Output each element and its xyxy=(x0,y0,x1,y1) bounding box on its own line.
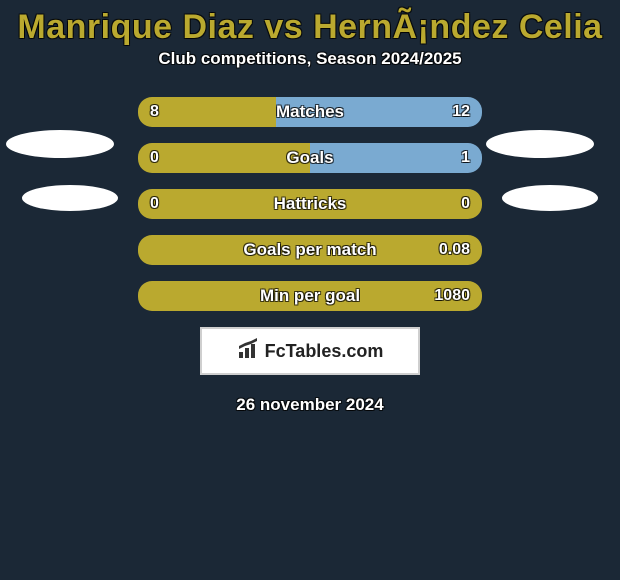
stat-value-left: 0 xyxy=(150,189,159,219)
stat-label: Matches xyxy=(138,97,482,127)
stat-row: Goals0 1 xyxy=(138,143,482,173)
stat-value-right: 0.08 xyxy=(439,235,470,265)
decor-ellipse xyxy=(486,130,594,158)
stat-row: Hattricks0 0 xyxy=(138,189,482,219)
stat-row: Goals per match0.08 xyxy=(138,235,482,265)
page-title: Manrique Diaz vs HernÃ¡ndez Celia xyxy=(0,8,620,47)
stat-label: Hattricks xyxy=(138,189,482,219)
stat-value-left: 8 xyxy=(150,97,159,127)
decor-ellipse xyxy=(6,130,114,158)
decor-ellipse xyxy=(22,185,118,211)
stat-label: Goals per match xyxy=(138,235,482,265)
brand-text: FcTables.com xyxy=(265,341,384,362)
stat-value-right: 1080 xyxy=(434,281,470,311)
date-line: 26 november 2024 xyxy=(0,395,620,415)
decor-ellipse xyxy=(502,185,598,211)
stat-label: Min per goal xyxy=(138,281,482,311)
stat-value-right: 12 xyxy=(452,97,470,127)
stat-value-right: 1 xyxy=(461,143,470,173)
stat-value-right: 0 xyxy=(461,189,470,219)
stat-row: Min per goal1080 xyxy=(138,281,482,311)
bar-chart-icon xyxy=(237,338,261,365)
brand-box: FcTables.com xyxy=(200,327,420,375)
stat-value-left: 0 xyxy=(150,143,159,173)
page-subtitle: Club competitions, Season 2024/2025 xyxy=(0,49,620,69)
stat-row: Matches8 12 xyxy=(138,97,482,127)
stat-label: Goals xyxy=(138,143,482,173)
